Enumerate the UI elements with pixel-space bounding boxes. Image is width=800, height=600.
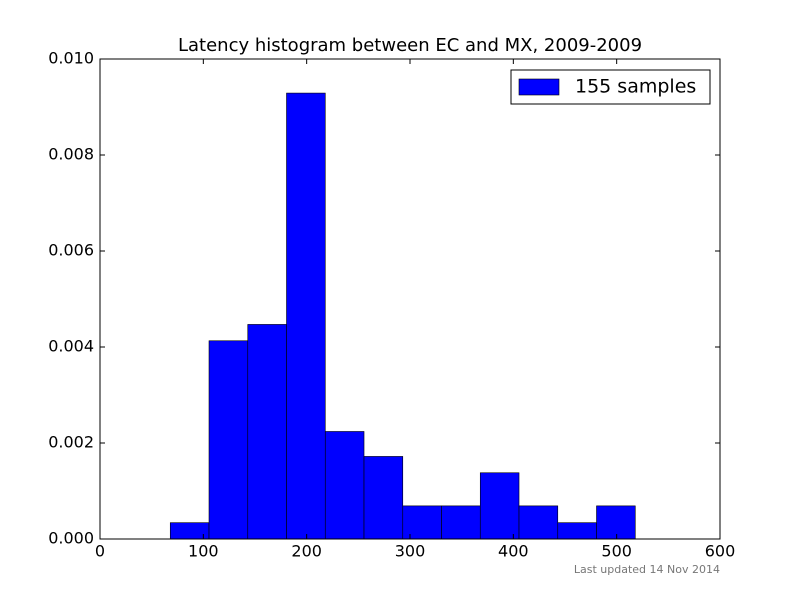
chart-title: Latency histogram between EC and MX, 200… [178,35,642,56]
x-tick-label: 200 [291,542,322,561]
y-tick-label: 0.010 [48,49,94,68]
bar [324,431,365,540]
bar [441,505,481,540]
bar [363,456,404,540]
bar [518,505,559,540]
x-tick-label: 500 [601,542,632,561]
bar [402,505,442,540]
bar [557,522,597,540]
bar [596,505,636,540]
legend-swatch [518,78,560,96]
footer: Last updated 14 Nov 2014 [574,563,720,576]
y-tick-label: 0.004 [48,337,94,356]
y-tick-label: 0.006 [48,241,94,260]
y-tick-label: 0.000 [48,529,94,548]
x-tick-label: 0 [95,542,105,561]
x-tick-label: 400 [498,542,529,561]
bar [208,340,249,540]
bar [286,92,326,540]
x-tick-label: 300 [395,542,426,561]
bar [479,472,520,540]
legend-label: 155 samples [575,76,696,98]
bar [247,324,287,540]
y-tick-label: 0.008 [48,145,94,164]
x-tick-label: 600 [705,542,736,561]
x-tick-label: 100 [188,542,219,561]
y-tick-label: 0.002 [48,433,94,452]
